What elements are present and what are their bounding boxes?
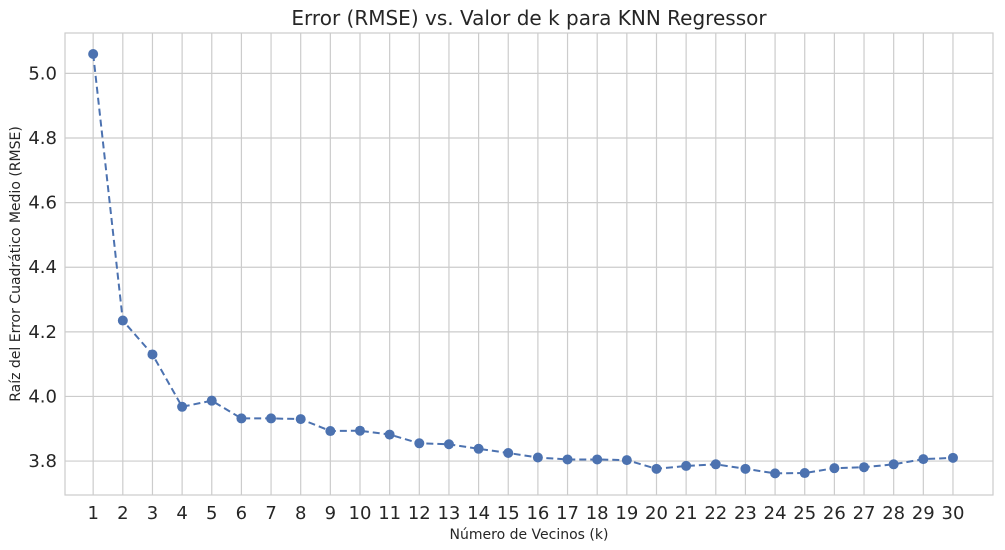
y-tick-label: 4.2 <box>28 322 57 343</box>
data-point <box>177 401 188 412</box>
x-tick-label: 6 <box>236 503 247 524</box>
y-tick-label: 4.4 <box>28 257 57 278</box>
x-tick-label: 21 <box>675 503 698 524</box>
data-point <box>473 443 484 454</box>
x-tick-label: 29 <box>912 503 935 524</box>
x-tick-label: 16 <box>526 503 549 524</box>
data-point <box>355 425 366 436</box>
y-tick-label: 4.6 <box>28 193 57 214</box>
data-point <box>710 459 721 470</box>
data-point <box>117 315 128 326</box>
chart-title: Error (RMSE) vs. Valor de k para KNN Reg… <box>291 6 767 30</box>
data-point <box>147 349 158 360</box>
x-tick-label: 2 <box>117 503 128 524</box>
x-tick-label: 13 <box>437 503 460 524</box>
x-tick-label: 27 <box>853 503 876 524</box>
x-tick-label: 17 <box>556 503 579 524</box>
y-tick-label: 3.8 <box>28 451 57 472</box>
data-point <box>443 439 454 450</box>
x-tick-label: 30 <box>942 503 965 524</box>
data-point <box>266 413 277 424</box>
data-point <box>918 454 929 465</box>
y-tick-label: 4.8 <box>28 128 57 149</box>
series-line <box>92 53 954 475</box>
data-point <box>829 463 840 474</box>
x-tick-label: 5 <box>206 503 217 524</box>
x-tick-label: 23 <box>734 503 757 524</box>
data-point <box>799 468 810 479</box>
x-tick-label: 4 <box>176 503 187 524</box>
x-tick-label: 22 <box>704 503 727 524</box>
x-axis-label: Número de Vecinos (k) <box>450 527 609 543</box>
x-tick-label: 25 <box>793 503 816 524</box>
x-tick-label: 3 <box>147 503 158 524</box>
data-point <box>503 448 514 458</box>
x-tick-label: 8 <box>295 503 306 524</box>
data-point <box>384 429 395 440</box>
x-tick-label: 18 <box>586 503 609 524</box>
grid-lines <box>65 33 993 495</box>
x-tick-label: 19 <box>615 503 638 524</box>
plot-area <box>64 32 994 496</box>
data-point <box>740 463 751 474</box>
data-point <box>206 395 217 406</box>
x-tick-label: 24 <box>764 503 787 524</box>
x-tick-label: 9 <box>325 503 336 524</box>
x-tick-label: 28 <box>882 503 905 524</box>
y-tick-label: 5.0 <box>28 63 57 84</box>
data-point <box>414 438 425 449</box>
x-tick-label: 1 <box>87 503 98 524</box>
data-point <box>532 452 543 463</box>
data-point <box>681 460 692 471</box>
data-point <box>236 413 247 424</box>
data-point <box>859 462 870 473</box>
data-point <box>888 459 899 470</box>
x-tick-label: 26 <box>823 503 846 524</box>
data-point <box>651 463 662 474</box>
data-point <box>325 426 336 437</box>
data-point <box>88 49 99 59</box>
series-layer <box>88 49 958 479</box>
data-point <box>592 454 603 465</box>
data-point <box>947 452 958 463</box>
data-point <box>295 414 306 425</box>
x-tick-label: 7 <box>265 503 276 524</box>
y-axis-label: Raíz del Error Cuadrático Medio (RMSE) <box>8 126 24 402</box>
tick-labels: 1 2 3 4 5 6 7 8 9 10 11 12 13 14 15 16 17 18 19 20 21 22 23 24 2… <box>28 63 964 524</box>
x-tick-label: 15 <box>497 503 520 524</box>
x-tick-label: 11 <box>378 503 401 524</box>
x-tick-label: 12 <box>408 503 431 524</box>
data-point <box>770 468 781 479</box>
x-tick-label: 10 <box>349 503 372 524</box>
y-tick-label: 4.0 <box>28 386 57 407</box>
x-tick-label: 20 <box>645 503 668 524</box>
data-point <box>621 455 632 466</box>
data-point <box>562 454 573 465</box>
x-tick-label: 14 <box>467 503 490 524</box>
